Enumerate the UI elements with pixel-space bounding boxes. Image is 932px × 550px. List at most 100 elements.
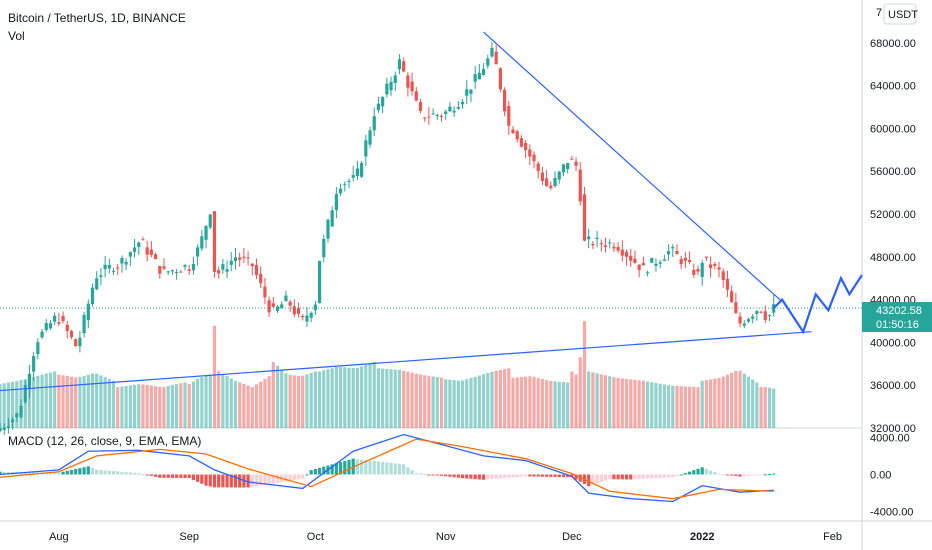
time-tick-label: Nov: [436, 531, 456, 543]
macd-histogram-bar: [145, 474, 149, 476]
candle-body: [11, 419, 15, 423]
macd-histogram-bar: [528, 474, 532, 477]
volume-bar: [532, 376, 536, 428]
volume-bar: [557, 381, 561, 428]
candle-body: [410, 81, 414, 92]
candle-body: [570, 158, 574, 160]
volume-bar: [330, 368, 334, 428]
trendlines[interactable]: [0, 31, 863, 392]
volume-bar: [624, 378, 629, 428]
candle-body: [616, 246, 620, 251]
volume-bar: [671, 385, 675, 428]
candle-body: [557, 171, 561, 180]
price-tick-label: 56000.00: [870, 166, 916, 178]
candle-body: [595, 237, 599, 240]
price-tick-label: 52000.00: [870, 209, 916, 221]
macd-histogram-bar: [183, 474, 187, 479]
macd-histogram-bar: [755, 474, 759, 476]
bar-countdown: 01:50:16: [876, 319, 919, 331]
volume-bar: [688, 386, 692, 428]
candle-body: [275, 306, 280, 312]
volume-bar: [397, 369, 402, 428]
macd-histogram-bar: [406, 467, 410, 475]
volume-bar: [221, 373, 225, 428]
candle-body: [149, 249, 153, 255]
volume-bar: [675, 385, 679, 428]
volume-bar: [208, 374, 212, 428]
macd-histogram-bar: [713, 472, 717, 475]
volume-bar: [616, 377, 620, 428]
macd-histogram-bar: [225, 474, 229, 488]
candle-body: [242, 256, 246, 258]
macd-histogram-bar: [637, 474, 641, 480]
candle-body: [679, 258, 683, 265]
candle-body: [435, 115, 439, 117]
volume-bar: [48, 372, 53, 428]
macd-label[interactable]: MACD (12, 26, close, 9, EMA, EMA): [8, 434, 201, 448]
candle-body: [721, 271, 725, 281]
volume-bar: [65, 376, 69, 428]
macd-histogram-bar: [515, 474, 519, 478]
volume-bar: [519, 376, 524, 428]
macd-histogram-bar: [688, 471, 692, 475]
volume-bar: [578, 357, 582, 428]
candle-body: [524, 142, 528, 151]
volume-bar: [6, 382, 11, 428]
volume-bar: [498, 369, 502, 428]
macd-histogram-bar: [132, 472, 137, 475]
macd-histogram-bar: [317, 467, 322, 475]
macd-tick-label: -4000.00: [870, 507, 913, 519]
macd-histogram-bar: [746, 474, 751, 476]
candle-body: [545, 178, 549, 186]
candle-body: [486, 58, 490, 66]
volume-bar: [528, 376, 532, 428]
volume-bar: [212, 325, 217, 428]
macd-histogram-bar: [53, 472, 57, 475]
macd-histogram-bar: [292, 474, 296, 481]
macd-histogram-bar: [254, 474, 259, 487]
candle-body: [259, 273, 263, 284]
volume-bar: [423, 375, 427, 428]
macd-histogram-bar: [540, 474, 545, 477]
macd-histogram-bar: [742, 474, 746, 477]
candle-body: [502, 89, 507, 112]
candle-body: [204, 225, 208, 240]
volume-bar: [301, 375, 305, 428]
volume-bar: [721, 376, 725, 428]
candle-body: [772, 304, 776, 313]
volume-bar: [536, 377, 540, 428]
macd-histogram-bar: [229, 474, 233, 488]
currency-badge[interactable]: [883, 3, 917, 25]
candle-body: [692, 269, 696, 275]
candle-body: [217, 270, 221, 274]
volume-bar: [650, 382, 654, 428]
macd-histogram-bar: [360, 459, 364, 475]
last-price-value: 43202.58: [876, 305, 922, 317]
volume-bar: [111, 380, 116, 428]
volume-bar: [355, 367, 360, 428]
candle-body: [107, 264, 111, 269]
candle-body: [393, 75, 397, 83]
volume-bar: [591, 372, 595, 428]
candle-body: [330, 210, 334, 227]
candle-body: [27, 373, 32, 390]
volume-bar: [574, 374, 578, 428]
price-top-tick: 7: [876, 7, 882, 19]
macd-histogram-bar: [250, 474, 254, 487]
volume-bar: [456, 380, 460, 428]
macd-tick-label: 0.00: [870, 470, 891, 482]
candle-body: [688, 260, 692, 263]
volume-label: Vol: [8, 29, 25, 43]
symbol-title[interactable]: Bitcoin / TetherUS, 1D, BINANCE: [8, 11, 186, 25]
macd-histogram-bar: [187, 474, 191, 479]
candle-body: [145, 247, 149, 255]
macd-histogram-bar: [709, 470, 713, 475]
candle-body: [473, 74, 477, 82]
candle-body: [742, 323, 746, 326]
macd-histogram-bar: [376, 461, 381, 475]
volume-bar: [561, 382, 566, 428]
candle-body: [658, 262, 662, 264]
macd-histogram-bar: [704, 468, 709, 475]
candle-body: [284, 295, 288, 302]
